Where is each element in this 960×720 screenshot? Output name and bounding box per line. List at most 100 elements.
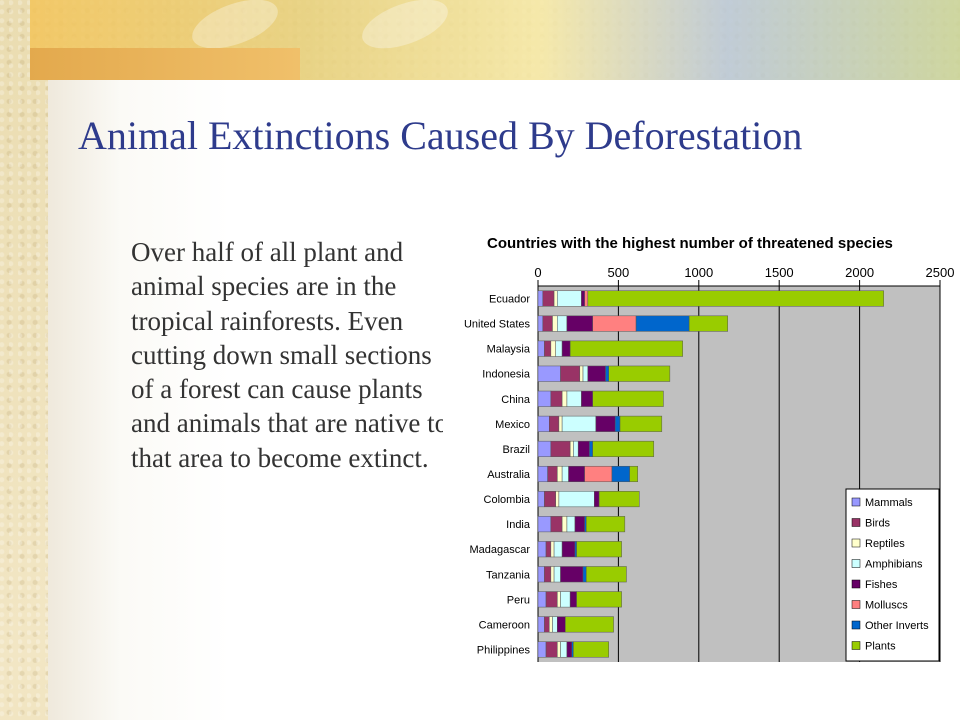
category-label: Tanzania (486, 569, 531, 581)
bar-segment (557, 290, 582, 307)
bar-segment (584, 465, 613, 483)
bar-segment (555, 340, 563, 357)
category-label: Colombia (484, 494, 531, 506)
bar-segment (608, 365, 671, 382)
legend-swatch (851, 579, 861, 589)
bar-segment (560, 365, 581, 382)
bar-segment (544, 491, 556, 508)
bar-segment (550, 440, 571, 457)
bar-segment (611, 465, 630, 483)
bar-segment (561, 390, 568, 407)
bar-segment (561, 541, 576, 558)
bar-segment (537, 465, 548, 483)
category-label: Philippines (477, 644, 531, 656)
bar-segment (557, 315, 568, 332)
category-label: Ecuador (489, 294, 530, 306)
bar-segment (553, 290, 558, 307)
x-tick-label: 2500 (926, 265, 955, 280)
bar-segment (629, 465, 638, 483)
slide-title: Animal Extinctions Caused By Deforestati… (78, 113, 803, 158)
bar-segment (537, 315, 544, 332)
bar-segment (547, 465, 558, 483)
bar-segment (544, 340, 552, 357)
bar-segment (557, 465, 563, 483)
bar-segment (561, 516, 568, 533)
category-label: Indonesia (482, 369, 531, 381)
x-tick-label: 500 (608, 265, 630, 280)
bar-segment (545, 541, 552, 558)
bar-segment (544, 566, 552, 583)
bar-segment (537, 616, 545, 633)
bar-segment (542, 315, 553, 332)
bar-segment (550, 516, 563, 533)
bar-segment (557, 591, 561, 608)
bar-segment (598, 491, 640, 508)
bar-segment (549, 415, 560, 432)
bar-segment (589, 440, 593, 457)
bar-segment (579, 365, 584, 382)
bar-segment (585, 566, 627, 583)
slide-body-text: Over half of all plant and animal specie… (131, 237, 449, 473)
bar-segment (605, 365, 610, 382)
bar-segment (552, 616, 558, 633)
legend-swatch (851, 600, 861, 609)
chart-title: Countries with the highest number of thr… (487, 235, 893, 252)
bar-segment (566, 315, 593, 332)
bar-segment (544, 616, 550, 633)
legend-label: Molluscs (865, 600, 908, 612)
bar-segment (566, 516, 576, 533)
bar-segment (537, 516, 552, 533)
bar-segment (573, 440, 579, 457)
bar-segment (537, 340, 545, 357)
bar-segment (558, 491, 595, 508)
threatened-species-chart: Countries with the highest number of thr… (443, 222, 958, 667)
chart-svg: Countries with the highest number of thr… (464, 235, 955, 662)
bar-segment (614, 415, 621, 432)
bar-segment (565, 616, 614, 633)
bar-segment (552, 315, 558, 332)
legend-label: Birds (865, 518, 891, 530)
bar-segment (584, 290, 589, 307)
bar-segment (561, 340, 571, 357)
bar-segment (581, 290, 585, 307)
bar-segment (537, 641, 547, 658)
category-label: Brazil (502, 444, 530, 456)
bar-segment (550, 541, 555, 558)
bar-segment (569, 340, 683, 357)
bar-segment (545, 641, 558, 658)
bar-segment (542, 290, 555, 307)
bar-segment (576, 591, 622, 608)
x-tick-label: 0 (534, 265, 541, 280)
legend-label: Mammals (865, 497, 913, 509)
bar-segment (553, 541, 563, 558)
bar-segment (557, 641, 561, 658)
bar-segment (576, 541, 622, 558)
bar-segment (537, 390, 552, 407)
category-label: United States (464, 319, 531, 331)
bar-segment (560, 641, 568, 658)
bar-segment (592, 390, 664, 407)
bar-segment (566, 390, 582, 407)
bar-segment (569, 591, 577, 608)
bar-segment (568, 465, 585, 483)
bar-segment (581, 390, 593, 407)
category-label: Malaysia (487, 344, 531, 356)
x-tick-label: 1500 (765, 265, 794, 280)
bar-segment (537, 491, 545, 508)
leaf-decoration (355, 0, 455, 59)
legend-swatch (851, 538, 861, 548)
bar-segment (561, 415, 597, 432)
category-label: China (501, 394, 531, 406)
bar-segment (550, 390, 563, 407)
bar-segment (537, 541, 547, 558)
bar-segment (587, 365, 606, 382)
category-label: Mexico (495, 419, 530, 431)
bar-segment (577, 440, 590, 457)
bar-segment (550, 566, 555, 583)
legend-label: Amphibians (865, 559, 923, 571)
bar-segment (582, 566, 587, 583)
bar-segment (537, 415, 550, 432)
bar-segment (635, 315, 690, 332)
legend-label: Other Inverts (865, 620, 929, 632)
bar-segment (560, 566, 584, 583)
